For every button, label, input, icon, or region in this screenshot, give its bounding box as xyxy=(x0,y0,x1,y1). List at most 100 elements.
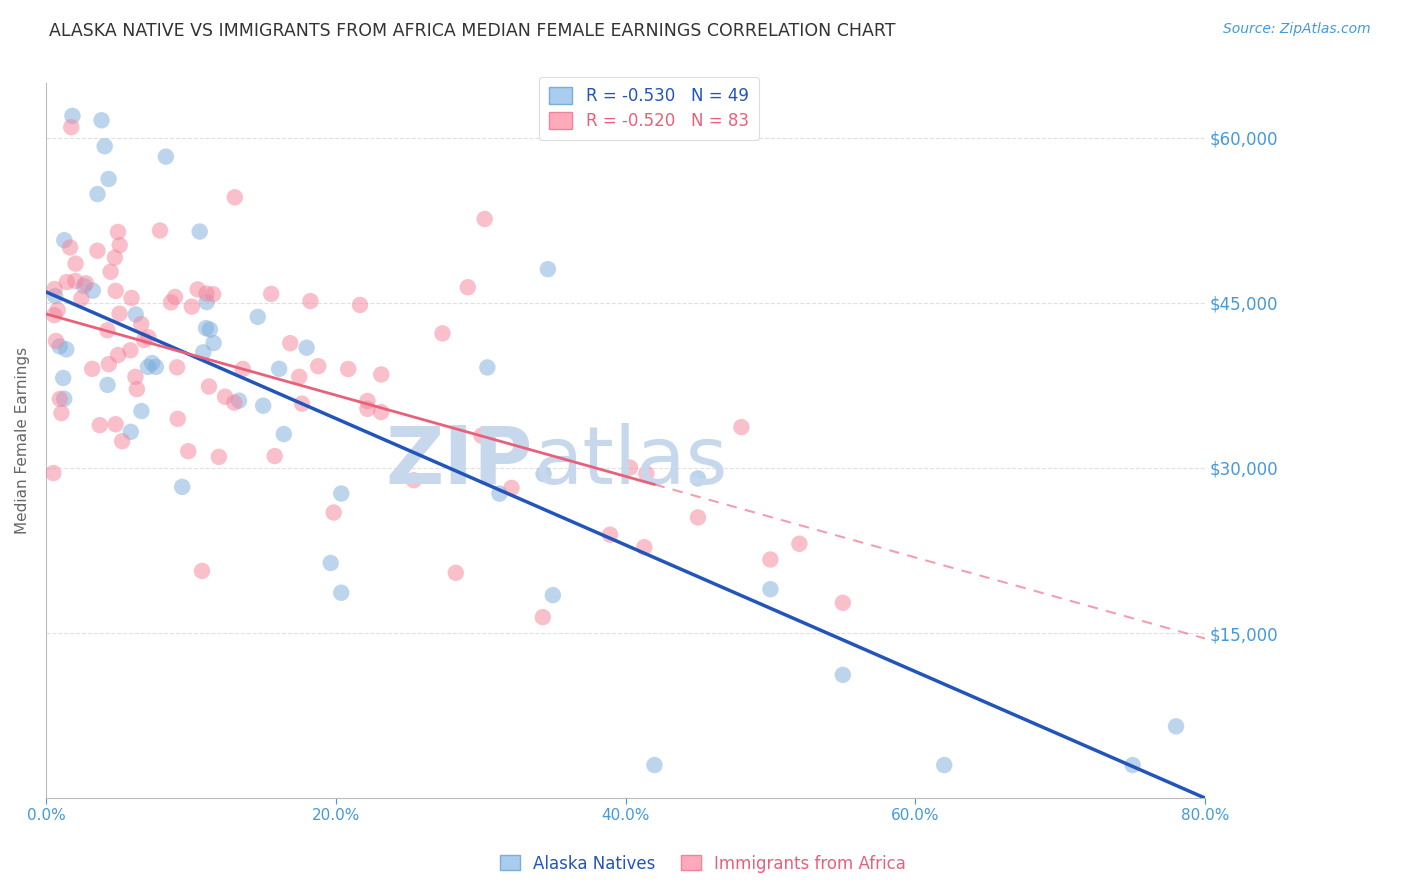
Point xyxy=(108,307,131,321)
Point xyxy=(89,418,111,433)
Text: Source: ZipAtlas.com: Source: ZipAtlas.com xyxy=(1223,22,1371,37)
Point xyxy=(48,339,70,353)
Point xyxy=(356,401,378,416)
Point xyxy=(160,295,183,310)
Point xyxy=(96,323,118,337)
Point xyxy=(599,527,621,541)
Point xyxy=(531,610,554,624)
Point xyxy=(789,537,811,551)
Point xyxy=(70,292,93,306)
Point xyxy=(180,300,202,314)
Point xyxy=(42,466,65,480)
Point xyxy=(44,289,66,303)
Point xyxy=(129,317,152,331)
Point xyxy=(349,298,371,312)
Point xyxy=(166,360,188,375)
Point xyxy=(193,345,215,359)
Point xyxy=(138,330,160,344)
Point xyxy=(269,361,291,376)
Point xyxy=(288,369,311,384)
Point xyxy=(291,397,314,411)
Point xyxy=(107,348,129,362)
Point xyxy=(188,225,211,239)
Point xyxy=(104,284,127,298)
Point xyxy=(124,370,146,384)
Point xyxy=(260,286,283,301)
Point xyxy=(541,588,564,602)
Point xyxy=(125,307,148,321)
Point xyxy=(163,290,186,304)
Point xyxy=(488,486,510,500)
Point xyxy=(686,471,709,485)
Point xyxy=(96,378,118,392)
Point xyxy=(934,758,956,772)
Text: ZIP: ZIP xyxy=(385,423,533,501)
Point xyxy=(45,334,67,348)
Point xyxy=(432,326,454,341)
Point xyxy=(224,395,246,409)
Point xyxy=(166,412,188,426)
Point xyxy=(141,356,163,370)
Point xyxy=(51,406,73,420)
Point xyxy=(65,274,87,288)
Point xyxy=(149,223,172,237)
Point xyxy=(356,393,378,408)
Point xyxy=(307,359,329,374)
Point xyxy=(107,225,129,239)
Point xyxy=(202,287,225,301)
Point xyxy=(537,262,560,277)
Point xyxy=(60,120,83,135)
Point xyxy=(195,286,218,301)
Point xyxy=(278,336,301,351)
Point xyxy=(337,362,360,376)
Point xyxy=(501,481,523,495)
Point xyxy=(477,360,499,375)
Point xyxy=(55,343,77,357)
Point xyxy=(195,295,218,310)
Point xyxy=(330,486,353,500)
Point xyxy=(208,450,231,464)
Point xyxy=(214,390,236,404)
Point xyxy=(155,150,177,164)
Point xyxy=(402,473,425,487)
Point xyxy=(65,257,87,271)
Point xyxy=(619,460,641,475)
Legend: R = -0.530   N = 49, R = -0.520   N = 83: R = -0.530 N = 49, R = -0.520 N = 83 xyxy=(538,77,758,140)
Point xyxy=(104,417,127,432)
Point xyxy=(686,510,709,524)
Point xyxy=(132,333,155,347)
Point xyxy=(370,368,392,382)
Point xyxy=(232,362,254,376)
Point xyxy=(93,139,115,153)
Point xyxy=(44,308,66,322)
Point xyxy=(224,190,246,204)
Point xyxy=(1122,758,1144,772)
Point xyxy=(444,566,467,580)
Point xyxy=(82,362,104,376)
Point xyxy=(831,668,853,682)
Point xyxy=(172,480,194,494)
Point xyxy=(131,404,153,418)
Point xyxy=(831,596,853,610)
Point xyxy=(46,302,69,317)
Point xyxy=(53,392,76,406)
Point xyxy=(145,359,167,374)
Point xyxy=(73,279,96,293)
Point xyxy=(125,382,148,396)
Point xyxy=(195,321,218,335)
Point xyxy=(191,564,214,578)
Point xyxy=(120,343,142,358)
Text: ALASKA NATIVE VS IMMIGRANTS FROM AFRICA MEDIAN FEMALE EARNINGS CORRELATION CHART: ALASKA NATIVE VS IMMIGRANTS FROM AFRICA … xyxy=(49,22,896,40)
Point xyxy=(471,428,494,442)
Point xyxy=(75,277,97,291)
Point xyxy=(759,582,782,597)
Point xyxy=(86,244,108,258)
Point xyxy=(198,322,221,336)
Point xyxy=(59,240,82,254)
Point xyxy=(252,399,274,413)
Point xyxy=(44,282,66,296)
Point xyxy=(121,291,143,305)
Point xyxy=(97,357,120,371)
Point xyxy=(474,212,496,227)
Point xyxy=(82,284,104,298)
